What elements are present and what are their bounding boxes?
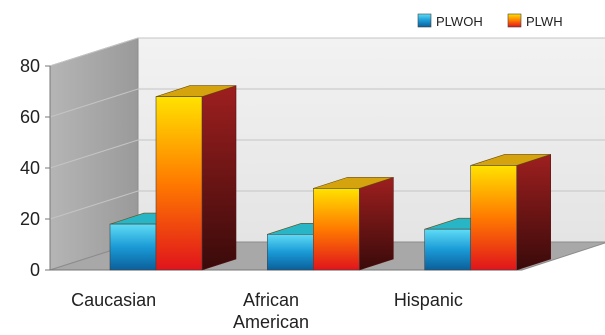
bar-front	[109, 223, 157, 271]
bar-plwh-2	[470, 154, 551, 271]
x-category-label: Hispanic	[394, 290, 463, 310]
y-tick-label: 80	[20, 56, 40, 76]
bar-plwh-1	[313, 176, 394, 271]
gridline	[49, 37, 605, 67]
bar-front	[267, 234, 314, 271]
gridline	[49, 88, 605, 118]
bar-side	[201, 85, 237, 271]
legend-swatch	[507, 13, 522, 28]
gridline	[49, 139, 605, 169]
bar-side	[359, 176, 394, 271]
y-tick-label: 20	[20, 209, 40, 229]
legend: PLWOH PLWH	[417, 13, 563, 29]
bar-front	[470, 165, 517, 271]
x-axis-labels: Caucasian African American Hispanic	[71, 290, 463, 332]
y-tick-label: 60	[20, 107, 40, 127]
y-tick-label: 0	[30, 260, 40, 280]
x-category-label: Caucasian	[71, 290, 156, 310]
legend-swatch	[417, 13, 432, 28]
y-axis-ticks: 0 20 40 60 80	[20, 56, 50, 280]
legend-label: PLWH	[526, 14, 563, 29]
y-tick-label: 40	[20, 158, 40, 178]
x-category-label: African American	[233, 290, 309, 332]
bar-front	[424, 228, 471, 271]
bar-front	[313, 188, 360, 271]
bar-front	[155, 96, 203, 271]
legend-label: PLWOH	[436, 14, 483, 29]
bars	[109, 85, 551, 271]
bar-side	[516, 154, 551, 271]
legend-item-plwh: PLWH	[507, 13, 563, 29]
bar-plwh-0	[155, 85, 237, 271]
legend-item-plwoh: PLWOH	[417, 13, 483, 29]
gridlines	[49, 37, 605, 220]
gridline	[49, 190, 605, 220]
